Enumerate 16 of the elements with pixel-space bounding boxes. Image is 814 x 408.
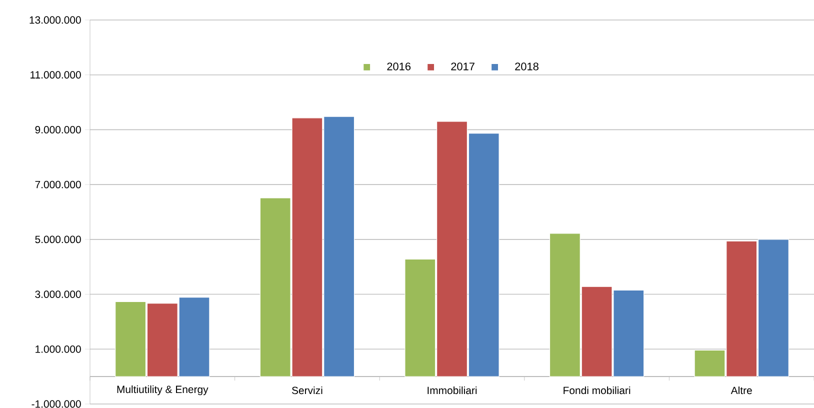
x-tick-label: Multiutility & Energy	[117, 385, 208, 396]
x-tick-label: Immobiliari	[428, 386, 477, 394]
y-tick-label: -1.000.000	[32, 400, 81, 408]
x-tick-label: Altre	[730, 386, 752, 394]
y-tick-label: 3.000.000	[35, 290, 81, 298]
legend-label: 2018	[515, 62, 538, 70]
y-tick-label: 11.000.000	[30, 71, 81, 79]
y-tick-label: 13.000.000	[30, 16, 81, 24]
x-tick-label: Servizi	[292, 386, 322, 394]
y-tick-label: 7.000.000	[35, 180, 81, 188]
legend-label: 2017	[451, 62, 474, 70]
x-tick-label: Fondi mobiliari	[564, 386, 630, 394]
y-tick-label: 5.000.000	[35, 236, 81, 244]
legend-label: 2016	[387, 62, 411, 70]
y-tick-label: 1.000.000	[36, 345, 81, 353]
y-tick-label: 9.000.000	[35, 126, 81, 134]
